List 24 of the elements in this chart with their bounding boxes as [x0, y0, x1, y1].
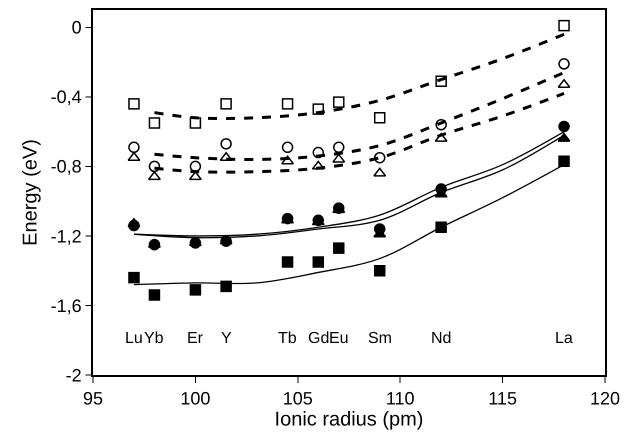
x-tick-label: 105 [282, 388, 313, 408]
y-tick-label: -0,8 [50, 156, 82, 177]
y-tick-label: -2 [66, 365, 82, 386]
y-tick-label: -0,4 [50, 87, 82, 108]
x-tick-label: 115 [488, 388, 517, 408]
x-tick-label: 120 [590, 388, 620, 408]
x-tick-label: 95 [82, 388, 104, 408]
x-tick-label: 100 [180, 388, 210, 408]
x-axis-title: Ionic radius (pm) [274, 408, 424, 430]
annotation: Yb [144, 330, 164, 347]
annotation: Er [187, 330, 204, 347]
annotation: Eu [329, 330, 349, 347]
y-tick-label: -1,2 [50, 226, 82, 246]
y-axis-title: Energy (eV) [20, 139, 42, 246]
annotation: Nd [431, 330, 452, 347]
y-tick-label: 0 [72, 18, 82, 38]
annotation: Gd [308, 330, 330, 347]
annotation: Lu [125, 330, 143, 347]
x-tick-label: 110 [386, 388, 415, 408]
y-tick-label: -1,6 [50, 296, 82, 316]
annotation: La [555, 330, 573, 347]
annotation: Tb [278, 330, 297, 347]
annotation: Sm [368, 330, 392, 347]
annotation: Y [221, 330, 232, 347]
